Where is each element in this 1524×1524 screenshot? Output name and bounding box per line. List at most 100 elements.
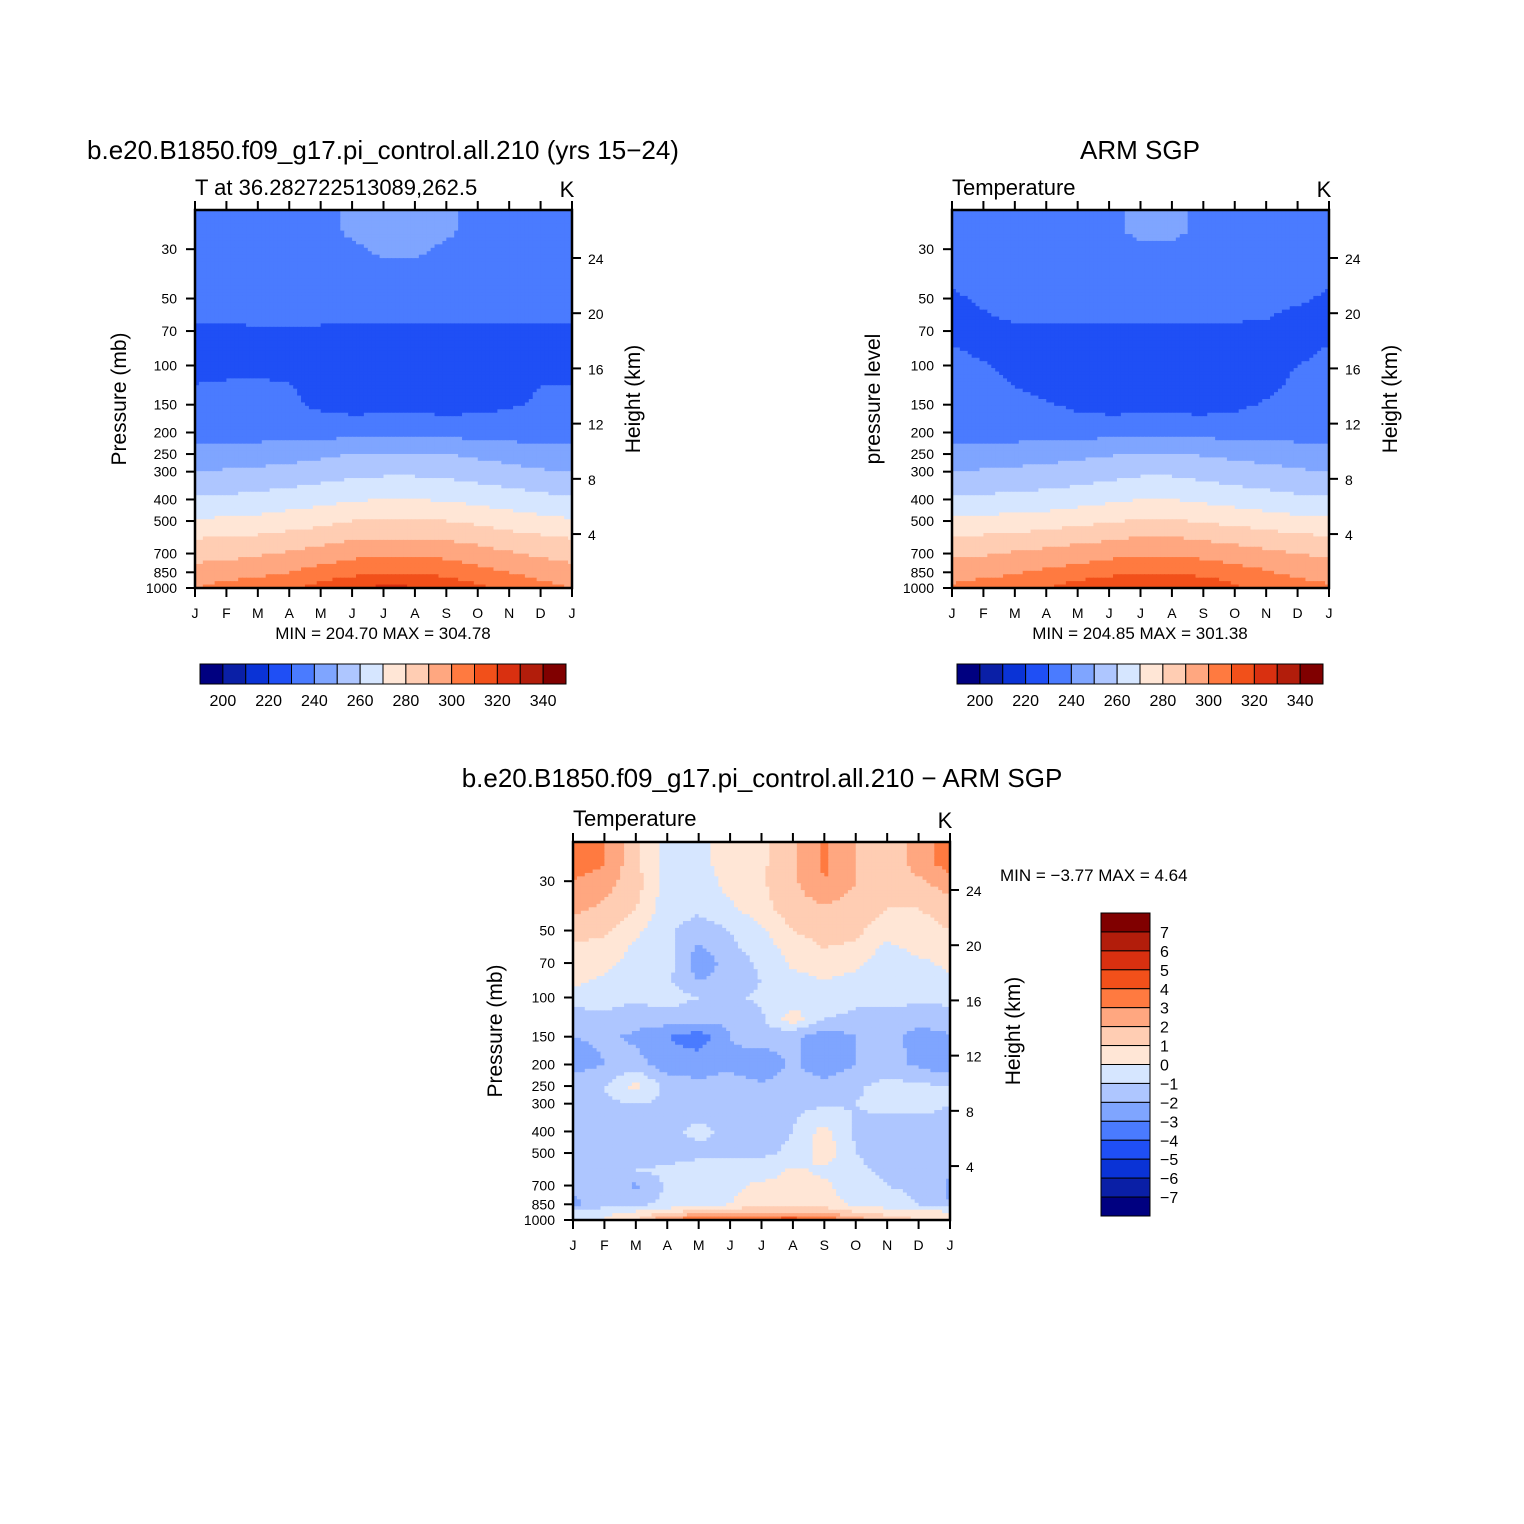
heatmap-cell [301, 210, 306, 215]
heatmap-cell [458, 268, 463, 273]
heatmap-cell [395, 361, 400, 366]
heatmap-cell [418, 213, 424, 218]
heatmap-cell [367, 326, 373, 331]
heatmap-cell [202, 361, 208, 366]
heatmap-cell [395, 210, 400, 215]
heatmap-cell [356, 244, 361, 249]
heatmap-cell [316, 374, 322, 379]
heatmap-cell [277, 264, 282, 270]
heatmap-cell [340, 364, 345, 369]
heatmap-cell [524, 344, 530, 349]
heatmap-cell [403, 289, 408, 294]
heatmap-cell [352, 258, 357, 263]
heatmap-cell [552, 285, 557, 290]
heatmap-cell [340, 264, 345, 270]
heatmap-cell [560, 347, 565, 352]
heatmap-cell [324, 333, 330, 338]
heatmap-cell [458, 368, 463, 373]
heatmap-cell [438, 374, 444, 379]
heatmap-cell [395, 230, 400, 235]
heatmap-cell [465, 295, 471, 300]
heatmap-cell [214, 216, 220, 221]
heatmap-cell [450, 227, 455, 232]
heatmap-cell [261, 309, 267, 314]
heatmap-cell [489, 247, 495, 252]
heatmap-cell [304, 213, 310, 218]
heatmap-cell [418, 210, 424, 215]
heatmap-cell [332, 237, 337, 242]
heatmap-cell [371, 374, 377, 379]
heatmap-cell [454, 254, 459, 259]
heatmap-cell [344, 271, 349, 276]
heatmap-cell [383, 306, 389, 311]
heatmap-cell [524, 230, 530, 235]
heatmap-cell [234, 316, 239, 321]
heatmap-cell [548, 344, 553, 349]
heatmap-cell [324, 216, 330, 221]
heatmap-cell [497, 333, 502, 338]
heatmap-cell [320, 333, 326, 338]
heatmap-cell [348, 278, 353, 283]
heatmap-cell [332, 210, 337, 215]
heatmap-cell [383, 361, 389, 366]
heatmap-cell [261, 378, 267, 383]
heatmap-cell [265, 251, 271, 256]
heatmap-cell [520, 371, 526, 376]
heatmap-cell [210, 213, 216, 218]
heatmap-cell [328, 330, 334, 335]
heatmap-cell [513, 333, 518, 338]
heatmap-cell [568, 313, 572, 318]
heatmap-cell [422, 357, 428, 362]
heatmap-cell [277, 378, 282, 383]
heatmap-cell [465, 216, 471, 221]
heatmap-cell [226, 378, 231, 383]
heatmap-cell [387, 282, 392, 287]
heatmap-cell [399, 264, 404, 270]
heatmap-cell [344, 237, 349, 242]
heatmap-cell [505, 337, 510, 342]
heatmap-cell [446, 344, 451, 349]
heatmap-cell [438, 234, 444, 239]
heatmap-cell [548, 289, 553, 294]
heatmap-cell [552, 230, 557, 235]
heatmap-cell [206, 388, 212, 393]
heatmap-cell [509, 282, 514, 287]
heatmap-cell [234, 244, 239, 249]
heatmap-cell [528, 213, 534, 218]
heatmap-cell [493, 210, 498, 215]
heatmap-cell [454, 230, 459, 235]
heatmap-cell [505, 381, 510, 386]
heatmap-cell [340, 227, 345, 232]
heatmap-cell [195, 264, 200, 270]
heatmap-cell [249, 361, 255, 366]
heatmap-cell [399, 234, 404, 239]
heatmap-cell [438, 313, 444, 318]
heatmap-cell [218, 247, 224, 252]
heatmap-cell [454, 251, 459, 256]
heatmap-cell [293, 385, 298, 390]
heatmap-cell [395, 251, 400, 256]
heatmap-cell [485, 278, 491, 283]
heatmap-cell [513, 381, 518, 386]
heatmap-cell [477, 374, 483, 379]
heatmap-cell [210, 275, 216, 280]
heatmap-cell [308, 374, 314, 379]
heatmap-cell [469, 223, 475, 228]
heatmap-cell [257, 234, 263, 239]
heatmap-cell [359, 361, 365, 366]
heatmap-cell [560, 368, 565, 373]
heatmap-cell [407, 333, 412, 338]
heatmap-cell [454, 347, 459, 352]
heatmap-cell [403, 361, 408, 366]
heatmap-cell [285, 285, 290, 290]
heatmap-cell [556, 230, 561, 235]
heatmap-cell [375, 316, 381, 321]
heatmap-cell [316, 216, 322, 221]
heatmap-cell [501, 319, 506, 324]
heatmap-cell [277, 213, 282, 218]
heatmap-cell [363, 268, 369, 273]
heatmap-cell [269, 374, 275, 379]
heatmap-cell [273, 364, 279, 369]
heatmap-cell [230, 337, 235, 342]
heatmap-cell [462, 292, 467, 297]
